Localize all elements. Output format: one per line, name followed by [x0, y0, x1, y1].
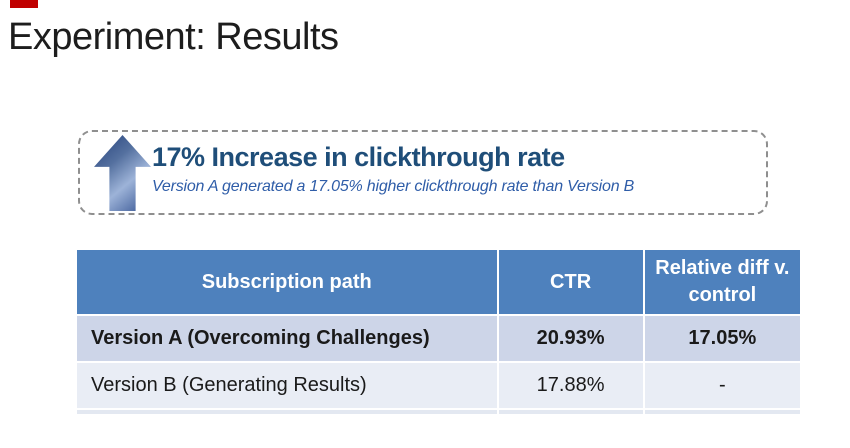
slide-accent-bar [10, 0, 38, 8]
column-header-ctr: CTR [498, 250, 643, 314]
cell-version-a-ctr: 20.93% [498, 316, 643, 361]
table-header-row: Subscription path CTR Relative diff v. c… [77, 250, 800, 314]
callout-text: 17% Increase in clickthrough rate Versio… [152, 142, 752, 196]
table-row-version-b: Version B (Generating Results) 17.88% - [77, 363, 800, 408]
cell-version-a-diff: 17.05% [644, 316, 800, 361]
callout-box: 17% Increase in clickthrough rate Versio… [78, 130, 768, 215]
cell-version-a-path: Version A (Overcoming Challenges) [77, 316, 497, 361]
table-bottom-strip-cell [77, 410, 497, 414]
table-bottom-strip-cell [644, 410, 800, 414]
cell-version-b-diff: - [644, 363, 800, 408]
callout-headline: 17% Increase in clickthrough rate [152, 142, 565, 172]
table-row-version-a: Version A (Overcoming Challenges) 20.93%… [77, 316, 800, 361]
table-bottom-strip-cell [498, 410, 643, 414]
cell-version-b-ctr: 17.88% [498, 363, 643, 408]
callout-subtitle: Version A generated a 17.05% higher clic… [152, 178, 635, 195]
column-header-subscription-path: Subscription path [77, 250, 497, 314]
column-header-relative-diff: Relative diff v. control [644, 250, 800, 314]
slide-title: Experiment: Results [8, 16, 339, 58]
table-bottom-strip [77, 410, 800, 414]
up-arrow-icon [94, 135, 151, 211]
results-table: Subscription path CTR Relative diff v. c… [75, 248, 802, 416]
cell-version-b-path: Version B (Generating Results) [77, 363, 497, 408]
